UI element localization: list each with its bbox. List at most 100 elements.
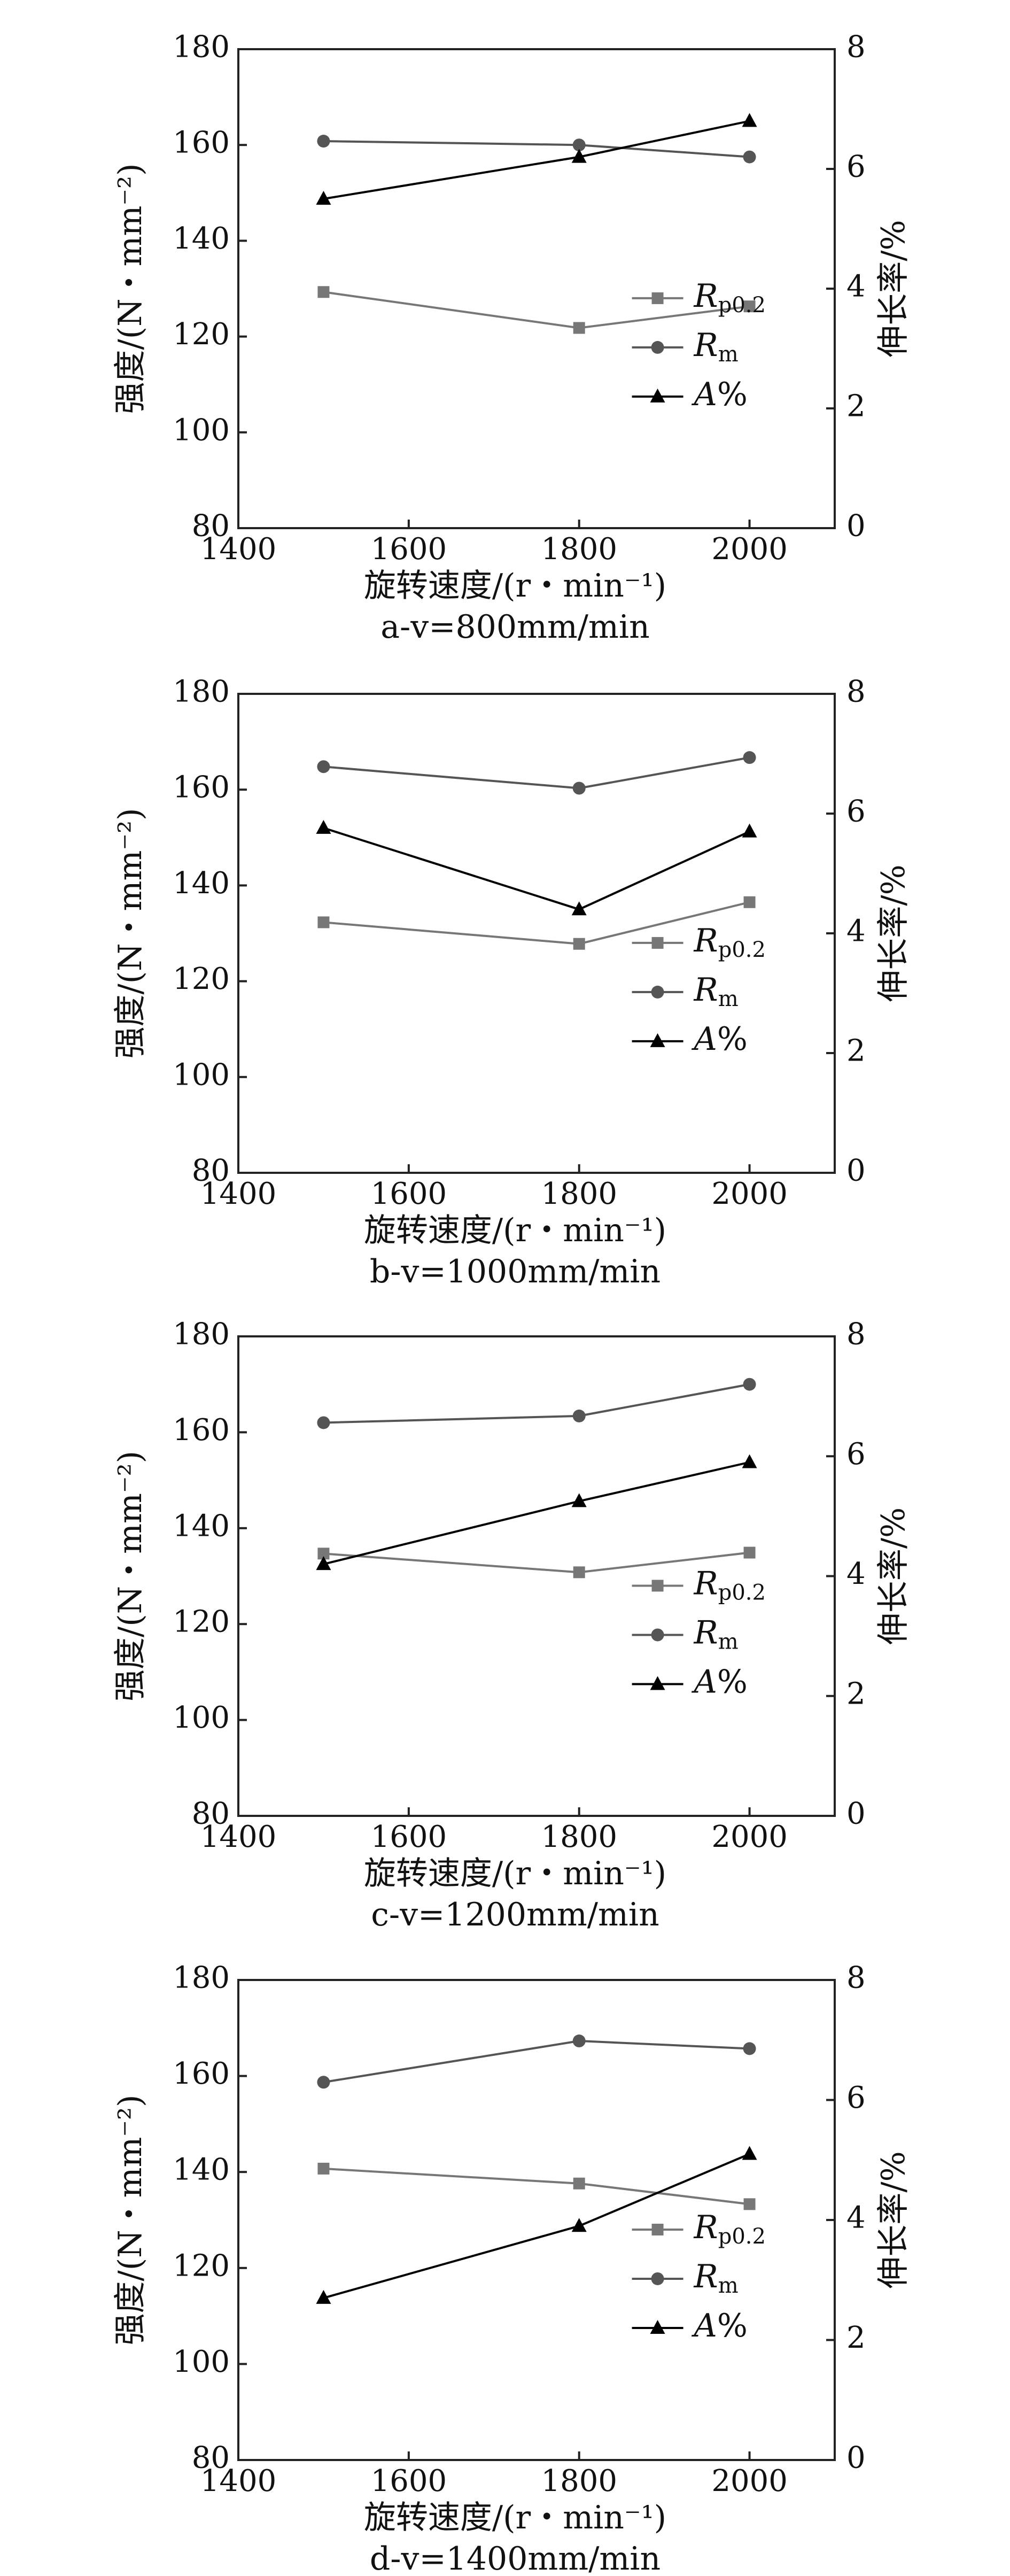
y-right-tick-label: 0 bbox=[846, 1797, 866, 1831]
y-right-tick-label: 8 bbox=[846, 1317, 866, 1352]
y-left-tick-label: 100 bbox=[173, 413, 230, 447]
series-line-Rp0.2 bbox=[323, 2167, 750, 2206]
y-left-tick-label: 140 bbox=[173, 1509, 230, 1543]
legend-marker bbox=[650, 1033, 665, 1047]
data-point-A% bbox=[316, 191, 331, 205]
data-point-A% bbox=[571, 2218, 587, 2232]
y-right-tick-label: 4 bbox=[846, 2201, 866, 2235]
y-left-tick-label: 80 bbox=[192, 1797, 230, 1831]
y-left-tick-label: 160 bbox=[173, 770, 230, 805]
y-left-tick-label: 180 bbox=[173, 30, 230, 65]
x-tick-label: 2000 bbox=[711, 2464, 788, 2498]
x-axis-title: 旋转速度/(r・min⁻¹) bbox=[364, 567, 666, 605]
data-point-A% bbox=[571, 901, 587, 916]
y-left-axis-title: 强度/(N・mm⁻²) bbox=[112, 1451, 149, 1701]
data-point-A% bbox=[316, 2289, 331, 2304]
legend-label: Rp0.2 bbox=[694, 922, 766, 962]
chart-caption: a-v=800mm/min bbox=[380, 608, 649, 646]
x-tick-label: 1400 bbox=[200, 1177, 277, 1211]
data-point-A% bbox=[742, 2146, 757, 2160]
legend-marker bbox=[650, 2319, 665, 2334]
x-axis-title: 旋转速度/(r・min⁻¹) bbox=[364, 1855, 666, 1892]
x-tick-label: 1400 bbox=[200, 1820, 277, 1854]
legend-marker bbox=[651, 2272, 664, 2285]
y-right-tick-label: 8 bbox=[846, 30, 866, 65]
series-line-A% bbox=[323, 826, 750, 911]
y-right-tick-label: 0 bbox=[846, 2441, 866, 2476]
data-point-A% bbox=[316, 1556, 331, 1571]
y-left-tick-label: 80 bbox=[192, 509, 230, 544]
data-point-Rm bbox=[572, 138, 586, 152]
legend-label: Rm bbox=[694, 1614, 739, 1654]
legend-label: Rm bbox=[694, 2258, 739, 2298]
x-tick-label: 1600 bbox=[371, 2464, 447, 2498]
chart-panel-3: 1400 1600 1800 20008010012014016018002468强度… bbox=[112, 1961, 912, 2576]
y-right-tick-label: 8 bbox=[846, 1961, 866, 1995]
y-left-tick-label: 140 bbox=[173, 2153, 230, 2187]
legend-marker bbox=[651, 937, 664, 949]
data-point-Rm bbox=[317, 135, 330, 148]
data-point-Rp0.2 bbox=[317, 286, 330, 298]
legend-label: A% bbox=[692, 375, 748, 413]
x-tick-label: 2000 bbox=[711, 1177, 788, 1211]
data-point-A% bbox=[316, 819, 331, 834]
chart-caption: b-v=1000mm/min bbox=[370, 1253, 661, 1290]
data-point-Rm bbox=[743, 751, 756, 764]
data-point-Rp0.2 bbox=[317, 2162, 330, 2175]
y-left-tick-label: 180 bbox=[173, 675, 230, 709]
x-tick-label: 1600 bbox=[371, 1820, 447, 1854]
x-tick-label: 1800 bbox=[541, 1820, 617, 1854]
data-point-Rp0.2 bbox=[573, 2177, 585, 2190]
y-right-tick-label: 0 bbox=[846, 1154, 866, 1188]
y-right-tick-label: 4 bbox=[846, 1557, 866, 1591]
y-right-tick-label: 6 bbox=[846, 2080, 866, 2115]
chart-panel-0: 1400 1600 1800 20008010012014016018002468强度… bbox=[112, 30, 912, 646]
chart-panel-2: 1400 1600 1800 20008010012014016018002468强度… bbox=[112, 1317, 912, 1934]
x-tick-label: 2000 bbox=[711, 1820, 788, 1854]
y-right-tick-label: 4 bbox=[846, 269, 866, 304]
series-line-A% bbox=[323, 120, 750, 200]
legend-label: A% bbox=[692, 1020, 748, 1057]
series-line-Rp0.2 bbox=[323, 1551, 750, 1574]
x-tick-label: 1600 bbox=[371, 1177, 447, 1211]
y-right-axis-title: 伸长率/% bbox=[875, 864, 912, 1002]
series-line-A% bbox=[323, 1461, 750, 1566]
legend-marker bbox=[651, 985, 664, 999]
legend-label: Rm bbox=[694, 326, 739, 366]
y-left-axis-title: 强度/(N・mm⁻²) bbox=[112, 163, 149, 414]
y-right-tick-label: 2 bbox=[846, 1676, 866, 1711]
y-left-tick-label: 120 bbox=[173, 962, 230, 996]
data-point-Rp0.2 bbox=[743, 1546, 756, 1559]
x-axis-title: 旋转速度/(r・min⁻¹) bbox=[364, 2499, 666, 2536]
series-line-Rm bbox=[323, 140, 750, 158]
x-tick-label: 2000 bbox=[711, 532, 788, 567]
series-line-Rm bbox=[323, 1383, 750, 1424]
y-right-tick-label: 2 bbox=[846, 2320, 866, 2355]
series-line-Rm bbox=[323, 756, 750, 790]
data-point-Rm bbox=[572, 782, 586, 795]
y-right-axis-title: 伸长率/% bbox=[875, 1507, 912, 1645]
y-right-tick-label: 2 bbox=[846, 389, 866, 424]
data-point-Rp0.2 bbox=[743, 896, 756, 908]
data-point-Rp0.2 bbox=[317, 1548, 330, 1560]
data-point-Rm bbox=[317, 760, 330, 773]
y-left-tick-label: 160 bbox=[173, 126, 230, 160]
legend-label: Rp0.2 bbox=[694, 2209, 766, 2249]
legend-marker bbox=[651, 1580, 664, 1592]
y-left-tick-label: 100 bbox=[173, 1700, 230, 1735]
data-point-Rm bbox=[572, 2035, 586, 2048]
data-point-Rm bbox=[743, 1378, 756, 1391]
data-point-Rp0.2 bbox=[317, 916, 330, 929]
data-point-Rm bbox=[743, 2042, 756, 2055]
data-point-A% bbox=[742, 1454, 757, 1468]
x-tick-label: 1800 bbox=[541, 532, 617, 567]
y-left-tick-label: 100 bbox=[173, 1057, 230, 1092]
x-tick-label: 1400 bbox=[200, 2464, 277, 2498]
y-right-axis-title: 伸长率/% bbox=[875, 220, 912, 357]
series-line-Rp0.2 bbox=[323, 901, 750, 945]
y-right-tick-label: 6 bbox=[846, 794, 866, 829]
y-left-tick-label: 180 bbox=[173, 1317, 230, 1352]
y-left-tick-label: 140 bbox=[173, 866, 230, 901]
y-left-tick-label: 160 bbox=[173, 2056, 230, 2091]
y-right-tick-label: 0 bbox=[846, 509, 866, 544]
